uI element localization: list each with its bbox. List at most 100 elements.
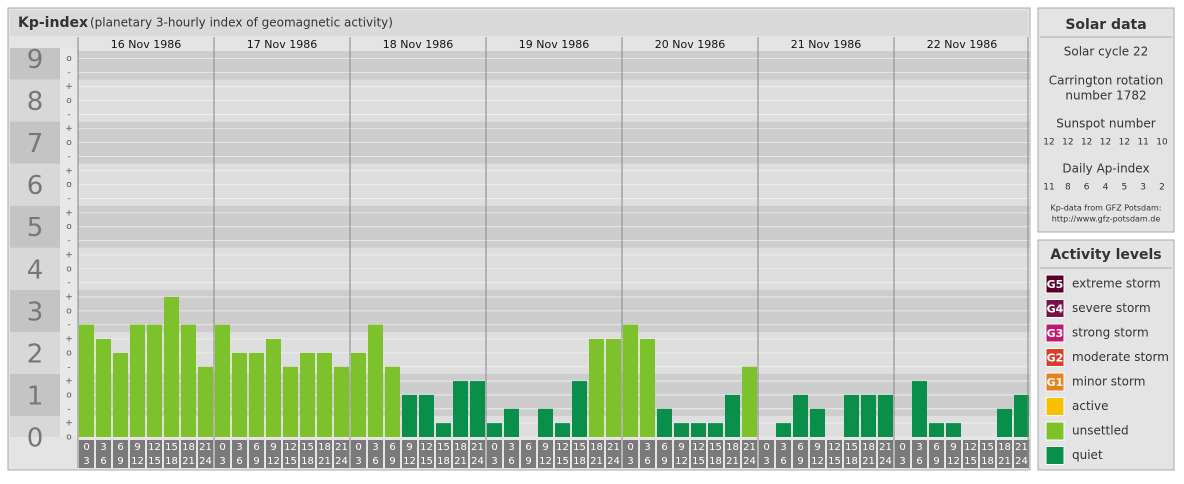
level-swatch: [1045, 323, 1065, 343]
hour-box: [351, 440, 366, 468]
level-cell: [10, 415, 60, 437]
bar: [606, 339, 621, 437]
date-label: 21 Nov 1986: [791, 38, 861, 51]
level-name: extreme storm: [1072, 277, 1161, 291]
bar: [266, 339, 281, 437]
level-band: [78, 415, 1030, 437]
hour-label: 21: [590, 456, 603, 467]
hour-label: 12: [675, 456, 688, 467]
hour-label: 15: [573, 442, 586, 453]
hour-box: [861, 440, 876, 468]
hour-box: [963, 440, 978, 468]
hour-label: 6: [253, 442, 259, 453]
hour-label: 9: [933, 456, 939, 467]
hour-box: [725, 440, 740, 468]
sunspot-value: 11: [1137, 138, 1148, 148]
minor-tick-label: o: [66, 54, 72, 64]
level-swatch: [1045, 372, 1065, 392]
minor-tick-label: o: [66, 264, 72, 274]
bar: [79, 324, 94, 437]
bar: [147, 324, 162, 437]
hour-label: 6: [780, 456, 786, 467]
hour-label: 9: [950, 442, 956, 453]
hour-label: 9: [814, 442, 820, 453]
hour-label: 24: [879, 456, 892, 467]
minor-tick-label: -: [67, 362, 70, 372]
hour-label: 15: [437, 442, 450, 453]
hour-box: [674, 440, 689, 468]
hour-box: [368, 440, 383, 468]
bar: [198, 366, 213, 437]
hour-label: 3: [644, 442, 650, 453]
date-label: 18 Nov 1986: [383, 38, 453, 51]
level-swatch: [1045, 348, 1065, 367]
hour-label: 12: [964, 442, 977, 453]
level-badge: G5: [1047, 278, 1064, 291]
title-bar: [10, 10, 1028, 36]
hour-label: 12: [267, 456, 280, 467]
hour-label: 3: [899, 456, 905, 467]
bar: [776, 423, 791, 437]
y-tick-label: 2: [27, 339, 44, 369]
sunspot-value: 12: [1043, 138, 1054, 148]
hour-label: 12: [131, 456, 144, 467]
hour-label: 24: [607, 456, 620, 467]
hour-box: [385, 440, 400, 468]
hour-label: 3: [780, 442, 786, 453]
hour-label: 12: [284, 442, 297, 453]
hour-label: 21: [318, 456, 331, 467]
hour-label: 21: [182, 456, 195, 467]
hour-label: 21: [879, 442, 892, 453]
minor-tick-label: o: [66, 306, 72, 316]
bar: [130, 324, 145, 437]
minor-tick-label: o: [66, 138, 72, 148]
bar: [283, 366, 298, 437]
hour-label: 18: [301, 456, 314, 467]
minor-tick-label: +: [65, 166, 73, 176]
level-cell: [10, 48, 60, 80]
title: Kp-index: [18, 15, 88, 31]
hour-label: 15: [284, 456, 297, 467]
hour-label: 18: [998, 442, 1011, 453]
solar-cycle: Solar cycle 22: [1064, 45, 1149, 59]
hour-label: 15: [148, 456, 161, 467]
hour-label: 12: [692, 442, 705, 453]
level-badge: G3: [1047, 327, 1064, 340]
bar: [572, 381, 587, 437]
minor-column: [60, 48, 78, 437]
hour-box: [759, 440, 774, 468]
hour-box: [980, 440, 995, 468]
bar: [368, 324, 383, 437]
minor-tick-label: o: [66, 433, 72, 443]
bar: [453, 381, 468, 437]
source: Kp-data from GFZ Potsdam:: [1051, 204, 1162, 213]
level-name: unsettled: [1072, 424, 1129, 438]
level-cell: [10, 163, 60, 206]
sunspot-value: 10: [1156, 138, 1168, 148]
bar: [793, 394, 808, 437]
bar: [742, 366, 757, 437]
bar: [470, 381, 485, 437]
hour-label: 6: [916, 456, 922, 467]
hour-box: [793, 440, 808, 468]
hour-box: [453, 440, 468, 468]
hour-label: 6: [661, 442, 667, 453]
bar: [317, 352, 332, 437]
hour-label: 9: [406, 442, 412, 453]
hour-label: 18: [845, 456, 858, 467]
date-label: 16 Nov 1986: [111, 38, 181, 51]
hour-label: 3: [236, 442, 242, 453]
sunspot-title: Sunspot number: [1056, 117, 1155, 131]
level-name: active: [1072, 399, 1108, 413]
solar-title: Solar data: [1065, 17, 1146, 33]
carrington: number 1782: [1065, 89, 1146, 103]
hour-label: 3: [355, 456, 361, 467]
hour-box: [504, 440, 519, 468]
bar: [334, 366, 349, 437]
hour-label: 3: [508, 442, 514, 453]
hour-box: [181, 440, 196, 468]
hour-box: [555, 440, 570, 468]
bar: [725, 394, 740, 437]
hour-label: 18: [454, 442, 467, 453]
hour-label: 6: [797, 442, 803, 453]
